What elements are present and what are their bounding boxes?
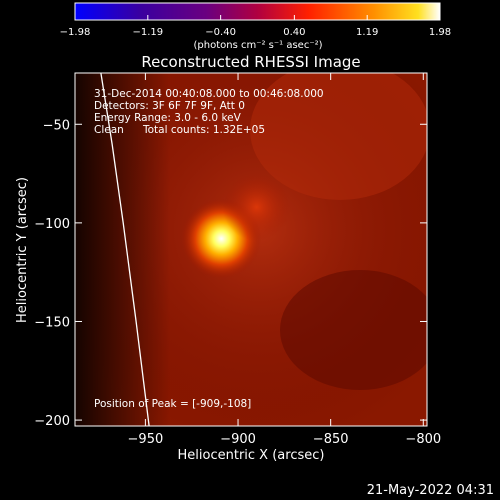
plot-frame — [74, 72, 428, 427]
footer-timestamp: 21-May-2022 04:31 — [367, 483, 494, 498]
colorbar-tick-label: −1.19 — [132, 27, 163, 38]
y-tick-label: −200 — [34, 414, 70, 429]
y-tick-label: −100 — [34, 217, 70, 232]
x-tick-label: −900 — [220, 432, 256, 447]
y-tick-label: −150 — [34, 315, 70, 330]
y-tick-label: −50 — [43, 118, 70, 133]
colorbar-unit-label: (photons cm⁻² s⁻¹ asec⁻²) — [193, 40, 322, 51]
x-axis-label: Heliocentric X (arcsec) — [178, 448, 325, 463]
x-tick-label: −850 — [313, 432, 349, 447]
x-tick-label: −950 — [128, 432, 164, 447]
algorithm-text: Clean — [94, 124, 124, 136]
colorbar — [74, 2, 441, 21]
colorbar-tick-label: 1.19 — [356, 27, 378, 38]
solar-limb-line — [100, 73, 150, 426]
colorbar-tick-label: 0.40 — [283, 27, 305, 38]
y-axis-ticks: −50 −100 −150 −200 — [34, 118, 427, 429]
chart-title: Reconstructed RHESSI Image — [141, 53, 360, 71]
time-range-text: 31-Dec-2014 00:40:08.000 to 00:46:08.000 — [94, 88, 324, 100]
colorbar-ticks: −1.98 −1.19 −0.40 0.40 1.19 1.98 — [60, 15, 451, 38]
peak-position-text: Position of Peak = [-909,-108] — [94, 398, 251, 410]
total-counts-text: Total counts: 1.32E+05 — [142, 124, 265, 136]
colorbar-tick-label: 1.98 — [429, 27, 451, 38]
heatmap-image — [75, 73, 427, 426]
energy-range-text: Energy Range: 3.0 - 6.0 keV — [94, 112, 242, 124]
detectors-text: Detectors: 3F 6F 7F 9F, Att 0 — [94, 100, 245, 112]
x-tick-label: −800 — [405, 432, 441, 447]
y-axis-label: Heliocentric Y (arcsec) — [15, 177, 30, 323]
hxr-source-blob — [222, 173, 291, 242]
colorbar-tick-label: −1.98 — [60, 27, 91, 38]
x-axis-ticks: −950 −900 −850 −800 — [128, 73, 441, 447]
colorbar-tick-label: −0.40 — [205, 27, 236, 38]
